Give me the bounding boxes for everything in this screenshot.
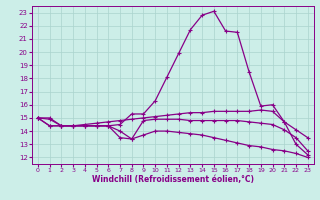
- X-axis label: Windchill (Refroidissement éolien,°C): Windchill (Refroidissement éolien,°C): [92, 175, 254, 184]
